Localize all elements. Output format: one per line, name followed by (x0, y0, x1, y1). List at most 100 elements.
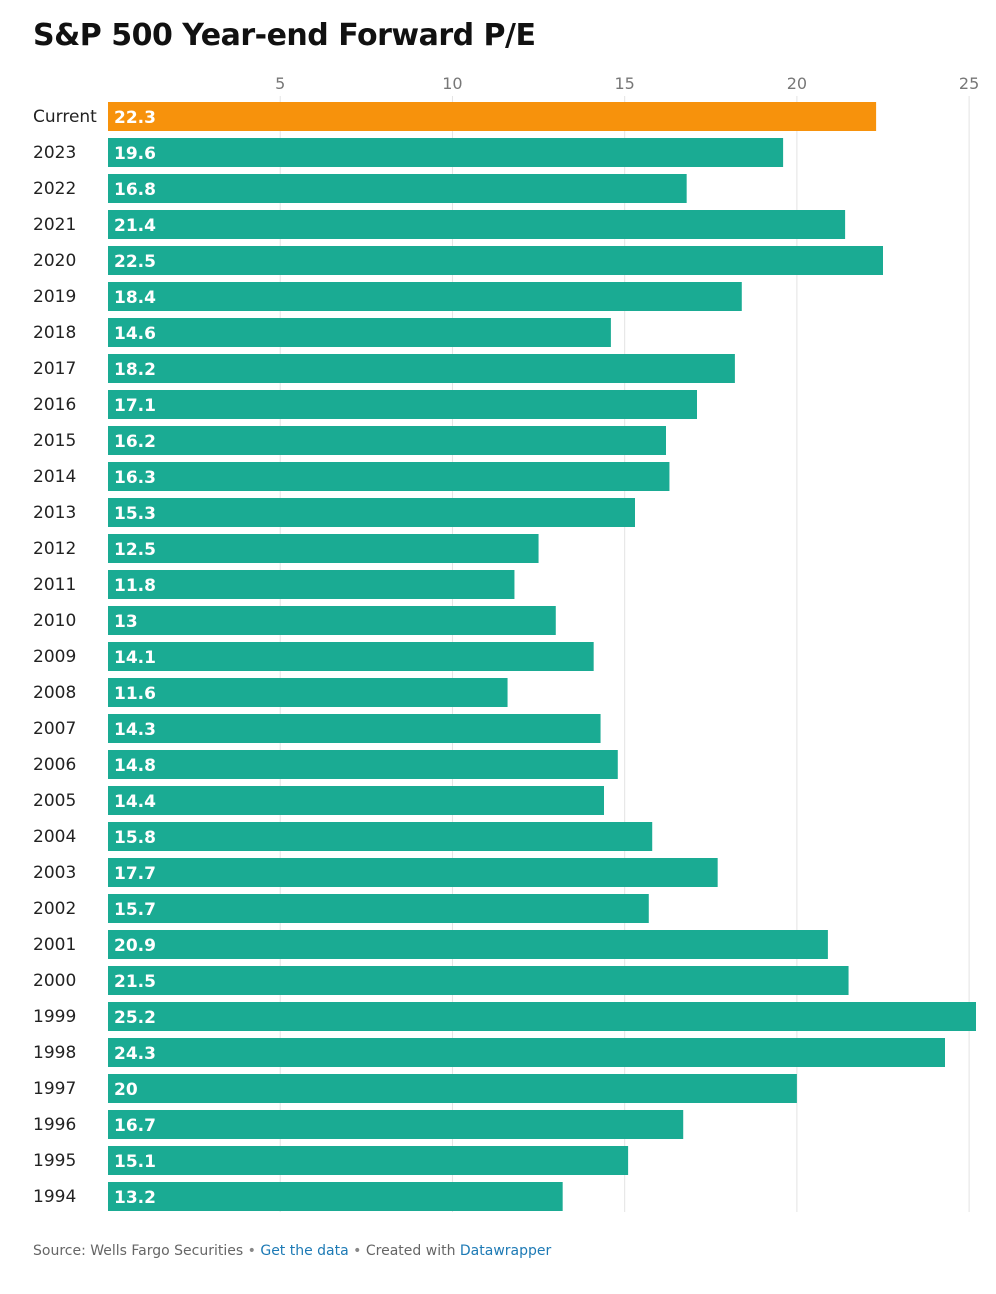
category-label: 2017 (33, 359, 76, 379)
bar-value-label: 20.9 (114, 936, 156, 956)
bar-value-label: 24.3 (114, 1044, 156, 1064)
bar-1998 (108, 1038, 945, 1067)
bar-1996 (108, 1110, 684, 1139)
x-tick-label: 20 (787, 74, 807, 93)
bar-value-label: 14.4 (114, 792, 156, 812)
bar-value-label: 21.4 (114, 216, 156, 236)
bar-value-label: 14.6 (114, 324, 156, 344)
category-label: 2019 (33, 287, 76, 307)
category-label: 2009 (33, 647, 76, 667)
bar-2010 (108, 606, 556, 635)
category-label: 2020 (33, 251, 76, 271)
bar-2002 (108, 894, 649, 923)
category-label: 2013 (33, 503, 76, 523)
bar-2008 (108, 678, 508, 707)
bar-2004 (108, 822, 653, 851)
bar-value-label: 22.5 (114, 252, 156, 272)
bar-2021 (108, 210, 846, 239)
bar-value-label: 15.3 (114, 504, 156, 524)
category-label: Current (33, 107, 97, 127)
bar-value-label: 17.1 (114, 396, 156, 416)
bar-2012 (108, 534, 539, 563)
bar-1994 (108, 1182, 563, 1211)
category-label: 2018 (33, 323, 76, 343)
bar-value-label: 17.7 (114, 864, 156, 884)
bar-2017 (108, 354, 735, 383)
x-tick-label: 5 (275, 74, 285, 93)
x-tick-label: 15 (614, 74, 634, 93)
bar-value-label: 20 (114, 1080, 138, 1100)
x-tick-label: 10 (442, 74, 462, 93)
bar-value-label: 16.7 (114, 1116, 156, 1136)
chart-title: S&P 500 Year-end Forward P/E (33, 18, 536, 53)
footer-separator: • (353, 1243, 362, 1259)
category-label: 1996 (33, 1115, 76, 1135)
bar-value-label: 18.2 (114, 360, 156, 380)
bar-value-label: 15.1 (114, 1152, 156, 1172)
bar-value-label: 18.4 (114, 288, 156, 308)
bar-value-label: 25.2 (114, 1008, 156, 1028)
category-label: 2004 (33, 827, 76, 847)
bar-value-label: 11.6 (114, 684, 156, 704)
category-label: 2016 (33, 395, 76, 415)
chart-footer: Source: Wells Fargo Securities • Get the… (33, 1243, 551, 1259)
bar-2022 (108, 174, 687, 203)
bar-2003 (108, 858, 718, 887)
bar-value-label: 21.5 (114, 972, 156, 992)
bar-2015 (108, 426, 666, 455)
datawrapper-link[interactable]: Datawrapper (459, 1243, 552, 1259)
category-label: 2014 (33, 467, 76, 487)
bar-2001 (108, 930, 828, 959)
bar-value-label: 16.2 (114, 432, 156, 452)
category-label: 2005 (33, 791, 76, 811)
category-label: 2003 (33, 863, 76, 883)
category-label: 2011 (33, 575, 76, 595)
category-label: 2008 (33, 683, 76, 703)
bar-value-label: 22.3 (114, 108, 156, 128)
created-with-text: Created with (365, 1243, 456, 1259)
footer-separator: • (247, 1243, 256, 1259)
bar-value-label: 14.3 (114, 720, 156, 740)
category-label: 1997 (33, 1079, 76, 1099)
bar-2007 (108, 714, 601, 743)
bar-value-label: 11.8 (114, 576, 156, 596)
bar-Current (108, 102, 877, 131)
category-label: 2021 (33, 215, 76, 235)
bar-value-label: 19.6 (114, 144, 156, 164)
bar-value-label: 15.7 (114, 900, 156, 920)
category-label: 2002 (33, 899, 76, 919)
category-label: 2001 (33, 935, 76, 955)
bar-1997 (108, 1074, 797, 1103)
category-label: 2022 (33, 179, 76, 199)
bar-value-label: 16.3 (114, 468, 156, 488)
bar-value-label: 14.1 (114, 648, 156, 668)
category-label: 1995 (33, 1151, 76, 1171)
bar-2019 (108, 282, 742, 311)
category-label: 2023 (33, 143, 76, 163)
bar-1995 (108, 1146, 629, 1175)
bar-2013 (108, 498, 635, 527)
bar-value-label: 14.8 (114, 756, 156, 776)
category-label: 2012 (33, 539, 76, 559)
bar-2020 (108, 246, 883, 275)
category-label: 2007 (33, 719, 76, 739)
category-label: 1998 (33, 1043, 76, 1063)
category-label: 2000 (33, 971, 76, 991)
category-label: 2006 (33, 755, 76, 775)
bar-2023 (108, 138, 784, 167)
get-data-link[interactable]: Get the data (260, 1243, 349, 1259)
bar-2009 (108, 642, 594, 671)
bar-2014 (108, 462, 670, 491)
bar-2011 (108, 570, 515, 599)
bar-value-label: 13.2 (114, 1188, 156, 1208)
category-label: 1994 (33, 1187, 76, 1207)
category-label: 2015 (33, 431, 76, 451)
bar-2018 (108, 318, 611, 347)
x-tick-label: 25 (959, 74, 979, 93)
bar-2005 (108, 786, 604, 815)
source-note: Source: Wells Fargo Securities (33, 1243, 244, 1259)
x-axis-ticks: 5 10 15 20 25 (275, 74, 979, 93)
bar-2000 (108, 966, 849, 995)
